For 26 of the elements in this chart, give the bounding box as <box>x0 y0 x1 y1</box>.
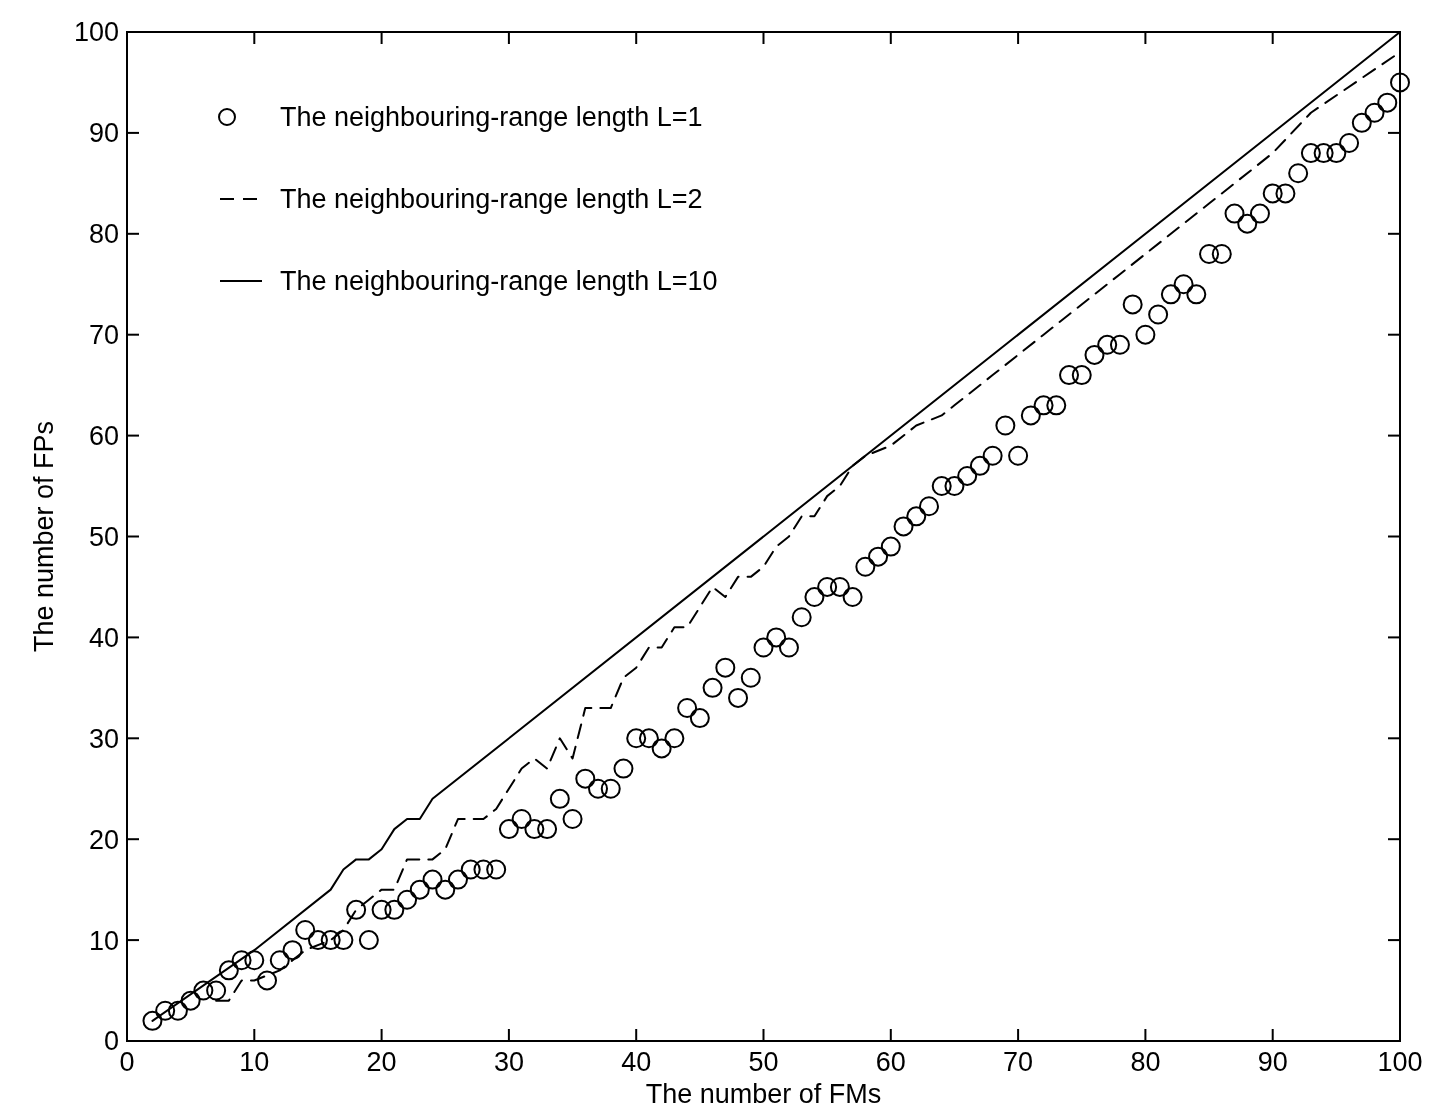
y-tick-label: 60 <box>88 421 119 452</box>
legend-label: The neighbouring-range length L=10 <box>280 266 718 297</box>
y-tick-label: 40 <box>88 622 119 653</box>
x-tick-label: 40 <box>621 1047 652 1077</box>
y-tick-label: 100 <box>73 17 119 48</box>
x-tick-label: 20 <box>366 1047 397 1077</box>
y-tick-label: 70 <box>88 320 119 351</box>
x-tick-label: 90 <box>1257 1047 1288 1077</box>
x-axis-title: The number of FMs <box>645 1079 882 1109</box>
legend-label: The neighbouring-range length L=2 <box>280 184 703 215</box>
x-tick-label: 10 <box>239 1047 270 1077</box>
y-tick-label: 10 <box>88 925 119 956</box>
x-tick-label: 100 <box>1377 1047 1423 1077</box>
x-tick-label: 30 <box>493 1047 524 1077</box>
x-tick-label: 80 <box>1130 1047 1161 1077</box>
x-tick-label: 50 <box>748 1047 779 1077</box>
y-tick-label: 90 <box>88 118 119 149</box>
legend-label: The neighbouring-range length L=1 <box>280 102 703 133</box>
y-tick-label: 30 <box>88 723 119 754</box>
y-tick-label: 20 <box>88 824 119 855</box>
y-tick-label: 80 <box>88 219 119 250</box>
y-axis-title: The number of FPs <box>29 420 59 653</box>
y-tick-label: 0 <box>103 1026 119 1057</box>
x-tick-label: 60 <box>875 1047 906 1077</box>
x-tick-label: 70 <box>1003 1047 1034 1077</box>
y-tick-label: 50 <box>88 521 119 552</box>
